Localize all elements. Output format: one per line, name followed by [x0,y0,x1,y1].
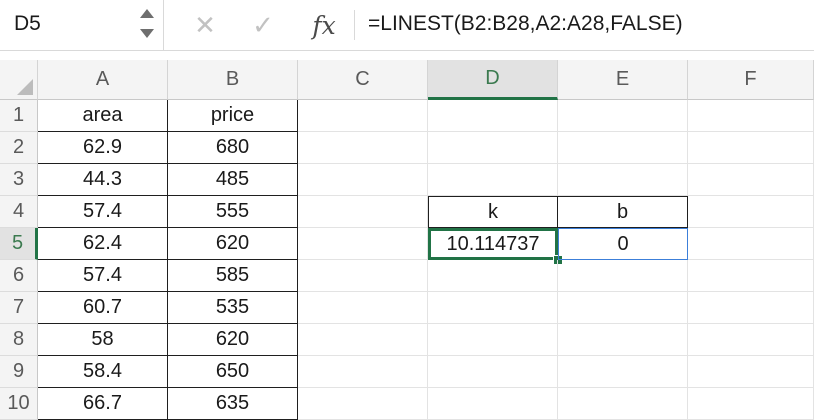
cell-c9[interactable] [298,356,428,388]
cell-a5[interactable]: 62.4 [38,228,168,260]
cell-e7[interactable] [558,292,688,324]
cell-c5[interactable] [298,228,428,260]
cell-d9[interactable] [428,356,558,388]
formula-input[interactable]: =LINEST(B2:B28,A2:A28,FALSE) [368,12,683,35]
cell-e2[interactable] [558,132,688,164]
column-header-d[interactable]: D [428,60,558,100]
cell-d10[interactable] [428,388,558,420]
cell-a9[interactable]: 58.4 [38,356,168,388]
cell-b6[interactable]: 585 [168,260,298,292]
up-down-stepper-icon[interactable] [138,4,156,46]
formula-bar-divider [354,10,355,40]
cell-f10[interactable] [688,388,814,420]
row-header-4[interactable]: 4 [0,196,38,228]
cell-e4[interactable]: b [558,196,688,228]
spreadsheet-grid: A B C D E F 1 area price 2 62.9 680 3 44.3 485 4 57.4 555… [0,60,814,420]
cell-c8[interactable] [298,324,428,356]
cell-a4[interactable]: 57.4 [38,196,168,228]
cell-f3[interactable] [688,164,814,196]
cell-b2[interactable]: 680 [168,132,298,164]
cell-c7[interactable] [298,292,428,324]
cell-a6[interactable]: 57.4 [38,260,168,292]
cell-f6[interactable] [688,260,814,292]
cell-d4[interactable]: k [428,196,558,228]
cell-e5[interactable]: 0 [558,228,688,260]
cell-a7[interactable]: 60.7 [38,292,168,324]
row-header-7[interactable]: 7 [0,292,38,324]
cell-d2[interactable] [428,132,558,164]
fx-icon[interactable]: fx [312,10,336,40]
cell-f9[interactable] [688,356,814,388]
cell-e6[interactable] [558,260,688,292]
cell-e8[interactable] [558,324,688,356]
column-header-b[interactable]: B [168,60,298,100]
row-header-1[interactable]: 1 [0,100,38,132]
cell-b4[interactable]: 555 [168,196,298,228]
cell-a3[interactable]: 44.3 [38,164,168,196]
cell-d3[interactable] [428,164,558,196]
cell-e1[interactable] [558,100,688,132]
cell-c1[interactable] [298,100,428,132]
row-header-10[interactable]: 10 [0,388,38,420]
cell-a1[interactable]: area [38,100,168,132]
cell-c4[interactable] [298,196,428,228]
cell-f8[interactable] [688,324,814,356]
column-header-a[interactable]: A [38,60,168,100]
cell-b7[interactable]: 535 [168,292,298,324]
cell-f1[interactable] [688,100,814,132]
cell-c10[interactable] [298,388,428,420]
cell-e9[interactable] [558,356,688,388]
cell-c2[interactable] [298,132,428,164]
cell-b9[interactable]: 650 [168,356,298,388]
cell-f4[interactable] [688,196,814,228]
cell-b3[interactable]: 485 [168,164,298,196]
cell-a8[interactable]: 58 [38,324,168,356]
row-header-8[interactable]: 8 [0,324,38,356]
cancel-icon[interactable]: ✕ [194,9,216,40]
cell-d7[interactable] [428,292,558,324]
column-header-f[interactable]: F [688,60,814,100]
cell-f2[interactable] [688,132,814,164]
column-header-e[interactable]: E [558,60,688,100]
row-header-6[interactable]: 6 [0,260,38,292]
cell-c3[interactable] [298,164,428,196]
row-header-2[interactable]: 2 [0,132,38,164]
formula-bar: D5 ✕ ✓ fx =LINEST(B2:B28,A2:A28,FALSE) [0,0,814,51]
cell-a2[interactable]: 62.9 [38,132,168,164]
cell-b1[interactable]: price [168,100,298,132]
select-all-icon [17,79,33,95]
chevron-up-icon[interactable] [140,9,154,18]
cell-d5[interactable]: 10.114737 [428,228,558,260]
chevron-down-icon[interactable] [140,29,154,38]
name-box-value[interactable]: D5 [14,12,41,35]
cell-b8[interactable]: 620 [168,324,298,356]
cell-f7[interactable] [688,292,814,324]
cell-c6[interactable] [298,260,428,292]
cell-e3[interactable] [558,164,688,196]
cell-b5[interactable]: 620 [168,228,298,260]
row-header-9[interactable]: 9 [0,356,38,388]
cell-e10[interactable] [558,388,688,420]
cell-b10[interactable]: 635 [168,388,298,420]
row-header-5[interactable]: 5 [0,228,38,260]
cell-d1[interactable] [428,100,558,132]
cell-f5[interactable] [688,228,814,260]
cell-d8[interactable] [428,324,558,356]
name-box[interactable]: D5 [0,0,164,50]
column-header-c[interactable]: C [298,60,428,100]
row-header-3[interactable]: 3 [0,164,38,196]
cell-d6[interactable] [428,260,558,292]
cell-a10[interactable]: 66.7 [38,388,168,420]
checkmark-icon[interactable]: ✓ [252,9,274,40]
select-all-corner[interactable] [0,60,38,100]
